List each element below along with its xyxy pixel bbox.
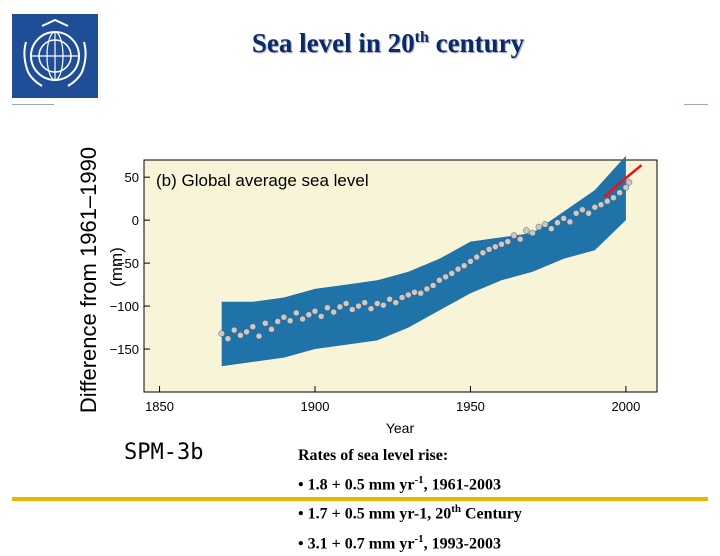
data-point (604, 197, 611, 205)
y-axis-label: Difference from 1961–1990 (76, 147, 101, 413)
data-point (479, 249, 487, 257)
title-underline-right (684, 104, 708, 105)
data-point (398, 294, 406, 301)
data-point (442, 273, 449, 281)
data-point (262, 320, 269, 327)
data-point (436, 277, 443, 284)
data-point (355, 302, 362, 310)
data-point (392, 299, 400, 306)
data-point (405, 291, 412, 299)
rate-line-2: • 1.7 + 0.5 mm yr-1, 20th Century (298, 503, 522, 523)
data-point (492, 243, 499, 251)
data-point (535, 223, 543, 231)
data-point (454, 265, 462, 273)
data-point (230, 326, 238, 334)
data-point (349, 306, 356, 313)
data-point (224, 335, 232, 342)
data-point (411, 289, 418, 296)
x-tick-label: 1900 (301, 399, 330, 414)
data-point (572, 210, 580, 217)
data-point (243, 328, 250, 336)
data-point (330, 308, 337, 316)
y-tick-label: 50 (125, 170, 139, 185)
data-point (317, 313, 325, 320)
data-point (299, 315, 306, 323)
data-point (386, 295, 393, 303)
data-point (560, 215, 567, 222)
data-point (336, 303, 344, 311)
data-point (610, 194, 617, 202)
data-point (523, 227, 530, 234)
x-axis-ticks: 1850 1900 1950 2000 (145, 386, 640, 414)
y-tick-label: 0 (132, 213, 139, 228)
y-tick-label: −50 (117, 256, 139, 271)
data-point (423, 285, 431, 293)
y-tick-label: −100 (110, 299, 139, 314)
data-point (342, 300, 350, 307)
rate-line-1: • 1.8 + 0.5 mm yr-1, 1961-2003 (298, 474, 501, 494)
data-point (473, 253, 480, 261)
y-tick-label: −150 (110, 342, 139, 357)
wmo-logo (12, 14, 98, 98)
data-point (324, 304, 331, 312)
satellite-altimetry-line (603, 164, 643, 198)
data-point (460, 262, 468, 269)
data-point (268, 326, 275, 333)
y-axis-unit: (mm) (107, 247, 126, 287)
data-point (417, 289, 424, 297)
x-tick-label: 1850 (145, 399, 174, 414)
data-point (504, 238, 512, 245)
data-point (249, 323, 257, 330)
data-point (255, 332, 263, 340)
data-point (218, 330, 225, 337)
slide-title: Sea level in 20th century (251, 28, 525, 58)
data-point (274, 318, 281, 325)
rates-heading: Rates of sea level rise: (298, 447, 449, 464)
data-point (467, 258, 474, 265)
data-point (367, 305, 375, 312)
data-point (591, 204, 599, 211)
data-point (361, 299, 368, 306)
data-point (237, 332, 244, 339)
data-point (597, 201, 605, 208)
data-point (280, 313, 288, 321)
data-point (622, 184, 630, 191)
data-point (625, 179, 633, 186)
data-point (448, 270, 456, 277)
data-point (498, 240, 505, 248)
data-point (311, 307, 319, 315)
data-point (380, 301, 387, 309)
data-point (510, 232, 518, 239)
data-point (293, 309, 300, 317)
data-point (585, 210, 592, 217)
data-point (566, 218, 574, 226)
data-point (305, 311, 313, 318)
spm-figure-label: SPM-3b (124, 440, 204, 465)
chart-title: (b) Global average sea level (156, 171, 369, 190)
data-point (554, 219, 561, 226)
tide-gauge-points (218, 179, 633, 342)
rate-line-3: • 3.1 + 0.7 mm yr-1, 1993-2003 (298, 532, 501, 552)
wmo-emblem-icon (23, 18, 87, 87)
x-tick-label: 1950 (456, 399, 485, 414)
x-tick-label: 2000 (611, 399, 640, 414)
data-point (616, 189, 623, 196)
sea-level-chart: Difference from 1961–1990 (mm) (b) Globa… (76, 147, 658, 436)
data-point (485, 246, 493, 253)
data-point (373, 300, 381, 307)
x-axis-label: Year (386, 420, 415, 436)
data-point (541, 221, 549, 228)
data-point (579, 206, 586, 214)
logo-underline-left (12, 104, 54, 105)
data-point (516, 235, 524, 243)
data-point (548, 225, 555, 232)
data-point (529, 229, 536, 237)
data-point (286, 317, 294, 324)
y-axis-ticks: 50 0 −50 −100 −150 (110, 170, 150, 357)
footer-bar (12, 497, 708, 501)
data-point (429, 282, 437, 289)
